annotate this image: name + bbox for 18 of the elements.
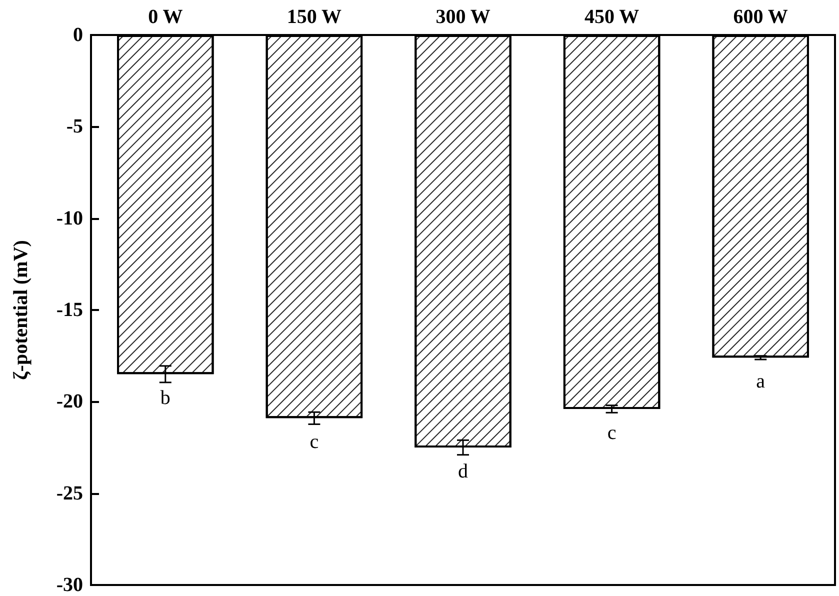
x-tick-label: 150 W xyxy=(286,6,342,28)
y-tick-label: -5 xyxy=(66,116,83,138)
y-tick-label: -25 xyxy=(56,482,83,504)
x-tick-label: 0 W xyxy=(148,6,183,28)
annotation: c xyxy=(310,431,319,454)
annotation: b xyxy=(160,387,170,410)
y-tick-label: -10 xyxy=(56,207,83,230)
y-tick-label: 0 xyxy=(73,24,83,46)
x-tick-label: 300 W xyxy=(436,6,490,28)
x-tick-label: 600 W xyxy=(733,6,788,28)
y-tick-label: -20 xyxy=(56,390,83,413)
annotation: c xyxy=(607,422,616,444)
y-axis-title: ζ-potential (mV) xyxy=(10,240,32,380)
y-tick-label: -30 xyxy=(56,574,83,596)
annotation: d xyxy=(458,460,468,482)
x-tick-label: 450 W xyxy=(584,6,640,28)
annotation: a xyxy=(756,370,766,393)
y-tick-label: -15 xyxy=(56,299,83,321)
